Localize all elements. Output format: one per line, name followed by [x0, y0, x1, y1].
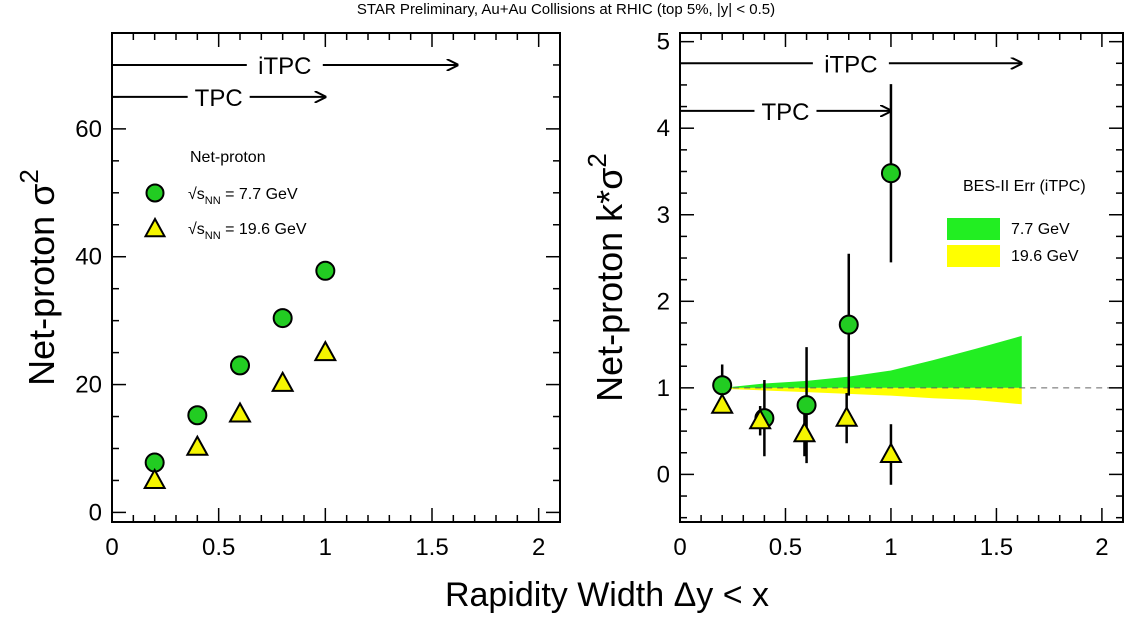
left-point-triangle: [228, 401, 252, 423]
left-point-triangle: [185, 434, 210, 456]
left-y-tick-label: 20: [75, 372, 102, 399]
right-x-tick-label: 1.5: [980, 534, 1013, 561]
left-x-tick-label: 0.5: [202, 534, 235, 561]
left-x-tick-label: 1: [319, 534, 332, 561]
right-point-triangle: [879, 441, 903, 464]
left-x-tick-label: 2: [532, 534, 545, 561]
left-point-triangle: [313, 340, 338, 362]
right-legend-swatch: [947, 218, 1000, 240]
left-legend-label: √sNN = 7.7 GeV: [188, 186, 298, 207]
figure-top-title: STAR Preliminary, Au+Au Collisions at RH…: [357, 1, 775, 18]
right-y-tick-label: 5: [657, 29, 670, 56]
right-y-tick-label: 1: [657, 375, 670, 402]
right-legend-swatch: [947, 245, 1000, 267]
right-point-triangle: [834, 405, 859, 427]
left-x-tick-label: 1.5: [415, 534, 448, 561]
left-y-tick-label: 60: [75, 116, 102, 143]
right-frame: [679, 32, 1124, 523]
right-y-tick-label: 3: [657, 202, 670, 229]
left-point-triangle: [142, 467, 167, 490]
right-arrow-label-tpc: TPC: [761, 99, 809, 126]
left-legend-label: √sNN = 19.6 GeV: [188, 221, 307, 242]
right-point-circle: [712, 375, 733, 396]
right-x-tick-label: 0: [673, 534, 686, 561]
left-y-axis-label: Net-proton σ2: [14, 169, 62, 386]
left-y-tick-label: 0: [89, 499, 102, 526]
left-point-triangle: [270, 370, 295, 392]
left-legend-marker-triangle: [143, 216, 167, 238]
right-error-band: [722, 335, 1022, 388]
right-point-circle: [796, 395, 817, 416]
left-legend-title: Net-proton: [190, 149, 266, 166]
right-y-tick-label: 0: [657, 461, 670, 488]
left-y-tick-label: 40: [75, 244, 102, 271]
right-x-tick-label: 1: [884, 534, 897, 561]
left-point-circle: [230, 355, 250, 376]
left-frame: [111, 32, 561, 523]
right-error-band: [722, 387, 1022, 405]
left-arrow-label-tpc: TPC: [195, 85, 243, 112]
right-legend-title: BES-II Err (iTPC): [963, 178, 1086, 195]
right-point-circle: [838, 314, 859, 335]
right-panel: 0 0.5 1 1.5 2 0 1 2 3 4 5 Net-proton k*σ2 iTPC TPC BES…: [582, 29, 1124, 561]
left-legend-marker-circle: [145, 183, 165, 203]
left-point-circle: [187, 405, 208, 426]
figure-shared-xlabel: Rapidity Width Δy < x: [445, 576, 769, 614]
left-point-circle: [315, 260, 336, 281]
left-point-circle: [272, 308, 293, 329]
right-point-circle: [880, 163, 901, 184]
right-y-tick-label: 4: [657, 115, 670, 142]
left-arrow-label-itpc: iTPC: [258, 53, 311, 80]
right-legend-label: 7.7 GeV: [1011, 221, 1070, 238]
right-legend-label: 19.6 GeV: [1011, 248, 1079, 265]
right-x-tick-label: 2: [1095, 534, 1108, 561]
right-y-tick-label: 2: [657, 288, 670, 315]
right-point-triangle: [710, 392, 734, 414]
right-point-triangle: [748, 408, 772, 430]
right-x-tick-label: 0.5: [769, 534, 802, 561]
right-point-triangle: [792, 421, 817, 443]
right-y-axis-label: Net-proton k*σ2: [582, 153, 630, 402]
left-x-tick-label: 0: [105, 534, 118, 561]
right-arrow-label-itpc: iTPC: [824, 51, 877, 78]
